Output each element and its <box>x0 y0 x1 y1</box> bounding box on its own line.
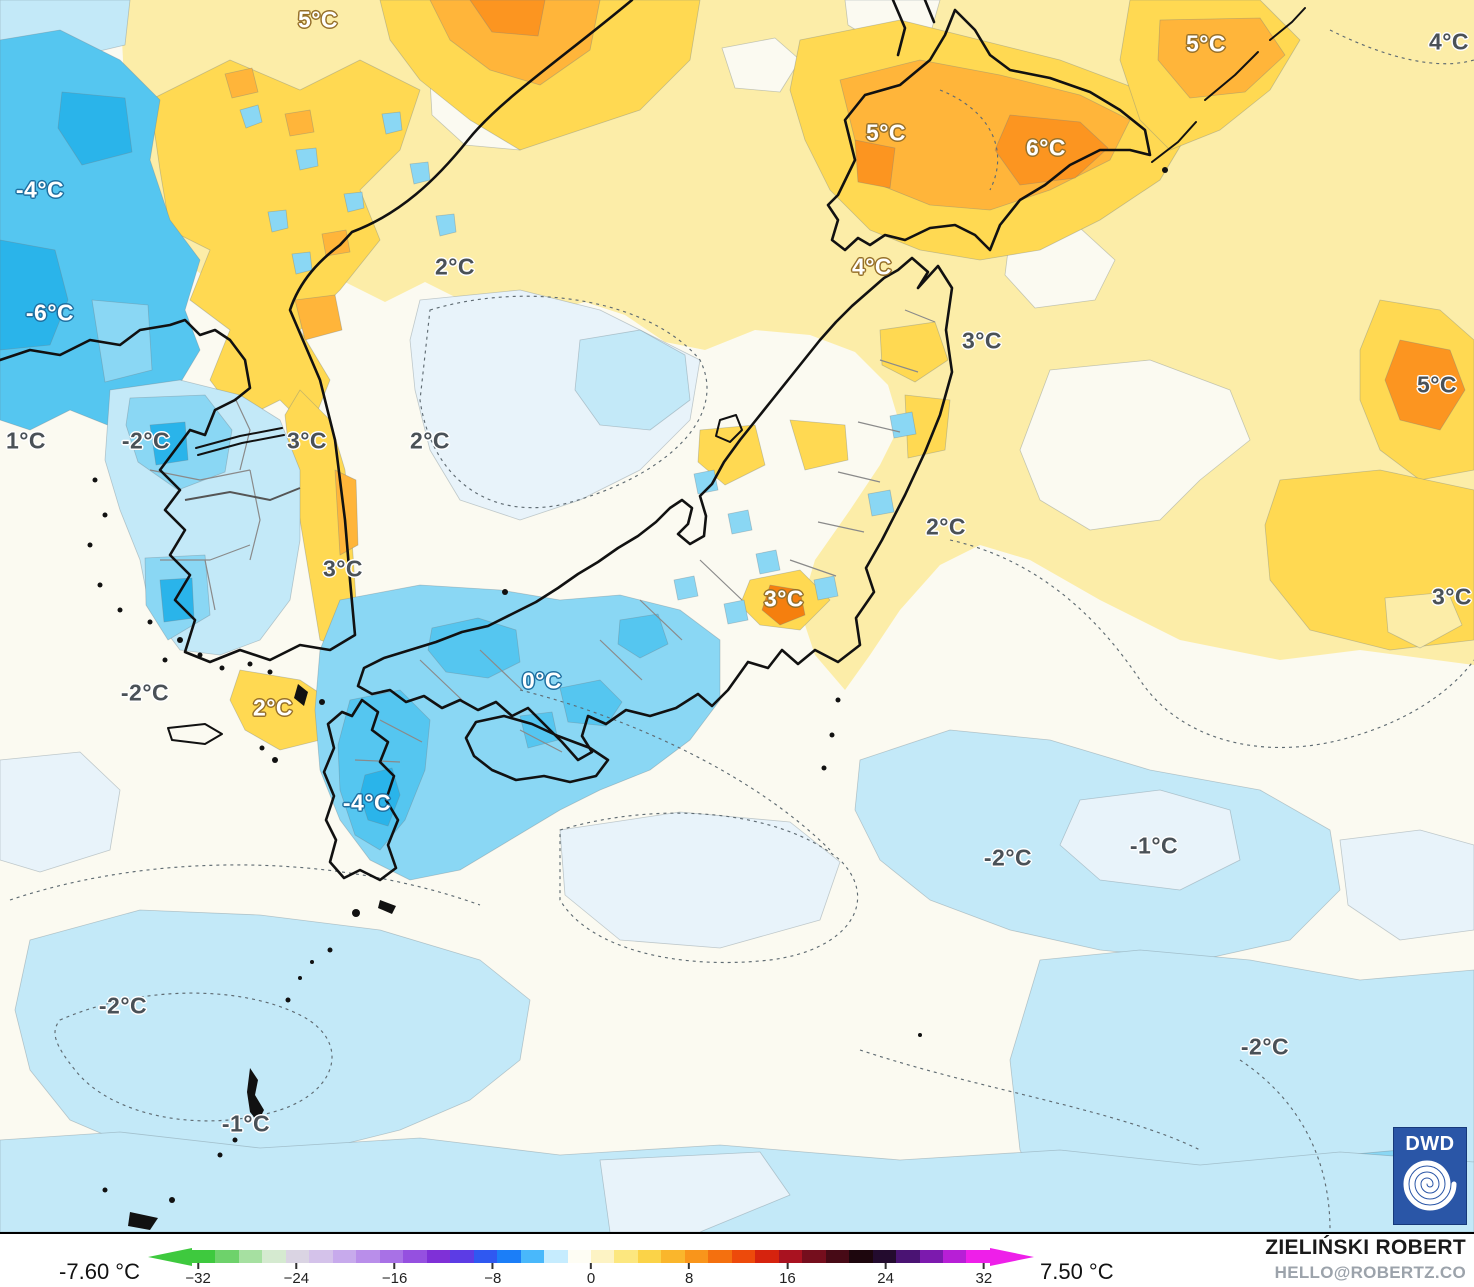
colorbar-tick: 32 <box>976 1263 992 1287</box>
colorbar-segment <box>379 1250 404 1263</box>
colorbar-left-arrow <box>148 1247 192 1266</box>
colorbar-segment <box>520 1250 545 1263</box>
coastlines <box>0 0 1306 882</box>
colorbar-segment <box>755 1250 779 1263</box>
colorbar-segment <box>285 1250 310 1263</box>
colorbar-tick: −32 <box>185 1263 211 1287</box>
admin-borders <box>149 309 936 763</box>
colorbar-tick: 16 <box>779 1263 796 1287</box>
colorbar-tick: −24 <box>284 1263 309 1287</box>
colorbar-segment <box>896 1250 920 1263</box>
colorbar-segment <box>708 1250 732 1263</box>
footer: -7.60 °C −32 −24 −16 −8 0 8 16 24 32 7.50 °C ZIE… <box>0 1234 1474 1287</box>
colorbar-segment <box>637 1250 662 1263</box>
colorbar-segment <box>262 1250 286 1263</box>
colorbar-segment <box>403 1250 427 1263</box>
colorbar-segment <box>943 1250 967 1263</box>
author-contact: HELLO@ROBERTZ.CO <box>1274 1263 1466 1282</box>
colorbar-segment <box>215 1250 239 1263</box>
colorbar: −32 −24 −16 −8 0 8 16 24 32 <box>148 1247 1034 1287</box>
colorbar-segment <box>567 1250 591 1263</box>
small-islands <box>87 167 1168 1230</box>
colorbar-tick: 24 <box>877 1263 894 1287</box>
dwd-logo: DWD <box>1393 1127 1467 1225</box>
colorbar-segment <box>309 1250 333 1263</box>
weather-map-svg <box>0 0 1474 1232</box>
colorbar-segment <box>872 1250 897 1263</box>
colorbar-segment <box>590 1250 615 1263</box>
colorbar-segment <box>731 1250 756 1263</box>
scale-max-label: 7.50 °C <box>1040 1259 1114 1284</box>
warm-regions <box>120 0 1474 751</box>
colorbar-segment <box>192 1250 216 1263</box>
colorbar-segment <box>661 1250 685 1263</box>
colorbar-tick: −8 <box>484 1263 501 1287</box>
scale-min-label: -7.60 °C <box>59 1259 140 1284</box>
colorbar-segment <box>825 1250 850 1263</box>
colorbar-segment <box>919 1250 943 1263</box>
author-name: ZIELIŃSKI ROBERT <box>1265 1236 1466 1259</box>
colorbar-segment <box>356 1250 380 1263</box>
colorbar-segment <box>614 1250 638 1263</box>
colorbar-tick: 0 <box>587 1263 595 1287</box>
attribution: ZIELIŃSKI ROBERT HELLO@ROBERTZ.CO <box>1265 1236 1466 1283</box>
colorbar-tick: −16 <box>382 1263 407 1287</box>
colorbar-segment <box>802 1250 826 1263</box>
colorbar-segment <box>966 1250 990 1263</box>
colorbar-segment <box>544 1250 568 1263</box>
colorbar-segment <box>332 1250 357 1263</box>
colorbar-segment <box>778 1250 803 1263</box>
colorbar-segment <box>497 1250 521 1263</box>
colorbar-segments: −32 −24 −16 −8 0 8 16 24 32 <box>185 1250 992 1287</box>
colorbar-right-arrow <box>990 1247 1034 1266</box>
colorbar-segment <box>849 1250 873 1263</box>
colorbar-tick: 8 <box>685 1263 693 1287</box>
colorbar-segment <box>238 1250 263 1263</box>
colorbar-segment <box>426 1250 451 1263</box>
colorbar-ticks: −32 −24 −16 −8 0 8 16 24 32 <box>185 1263 992 1287</box>
colorbar-segment <box>684 1250 709 1263</box>
colorbar-segment <box>450 1250 474 1263</box>
dwd-logo-text: DWD <box>1405 1133 1455 1155</box>
dwd-spiral-icon <box>1403 1160 1457 1211</box>
contour-dashed-lines <box>9 29 1474 1231</box>
colorbar-segment <box>473 1250 498 1263</box>
map-canvas: 5°C 4°C 5°C 5°C 6°C -4°C 2°C 4°C -6°C 3°C 5°C 1°C -2… <box>0 0 1474 1234</box>
